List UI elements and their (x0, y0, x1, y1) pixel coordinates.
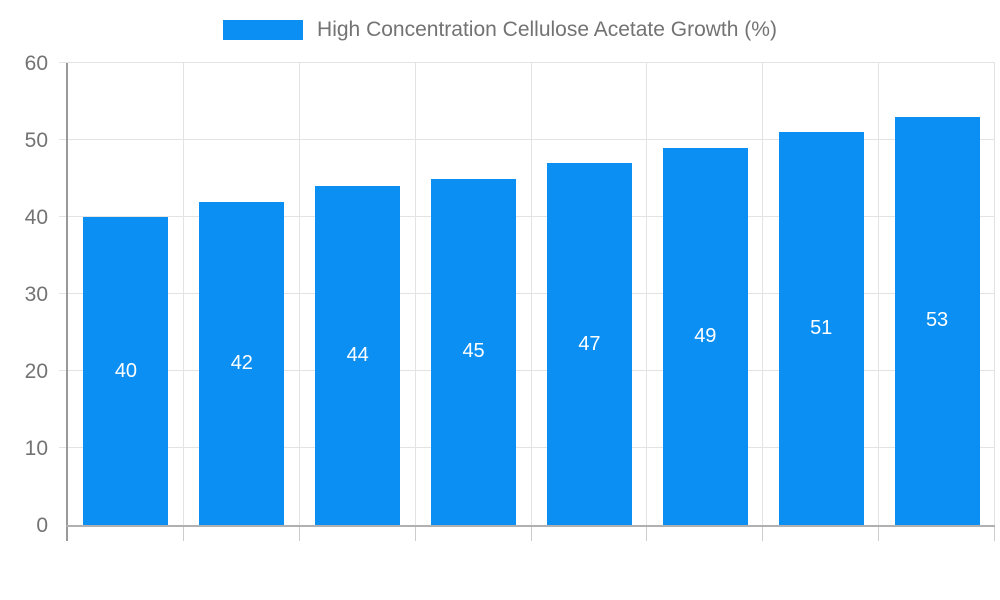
x-axis-line (66, 525, 995, 527)
y-axis-tick-label: 20 (24, 360, 48, 383)
y-axis-tick-label: 30 (24, 283, 48, 306)
bar-value-label: 47 (578, 332, 601, 355)
legend-label: High Concentration Cellulose Acetate Gro… (317, 18, 777, 41)
legend[interactable]: High Concentration Cellulose Acetate Gro… (0, 18, 1000, 42)
y-axis-line (66, 63, 68, 541)
bar-value-label: 51 (810, 317, 833, 340)
bar-value-label: 40 (114, 359, 138, 382)
y-axis-tick-label: 40 (24, 206, 48, 229)
bar[interactable]: 47 (546, 163, 632, 525)
bar[interactable]: 53 (894, 116, 980, 525)
y-axis-tick-label: 60 (24, 52, 48, 75)
x-axis-tick (182, 525, 184, 541)
x-axis-tick (414, 525, 416, 541)
x-axis-tick (298, 525, 300, 541)
bar[interactable]: 51 (778, 132, 864, 525)
gridline-horizontal (59, 447, 995, 448)
x-axis-tick (994, 525, 995, 541)
gridline-horizontal (59, 293, 995, 294)
plot-area: 010203040506040424445474951532025-202620… (25, 53, 995, 600)
bar[interactable]: 45 (431, 178, 517, 525)
gridline-vertical (646, 63, 648, 525)
gridline-vertical (994, 63, 995, 525)
bar[interactable]: 40 (83, 217, 169, 525)
x-axis-tick (762, 525, 764, 541)
y-axis-tick-label: 10 (24, 437, 48, 460)
gridline-vertical (762, 63, 764, 525)
gridline-horizontal (59, 139, 995, 140)
gridline-horizontal (59, 62, 995, 63)
bar[interactable]: 49 (662, 147, 748, 525)
gridline-vertical (298, 63, 300, 525)
y-axis-tick-label: 0 (36, 514, 48, 537)
gridline-vertical (182, 63, 184, 525)
bar-value-label: 53 (925, 309, 949, 332)
bar[interactable]: 44 (315, 186, 401, 525)
legend-swatch (223, 20, 304, 40)
gridline-vertical (878, 63, 880, 525)
y-axis-tick-label: 50 (24, 129, 48, 152)
bar-value-label: 42 (230, 351, 253, 374)
gridline-vertical (530, 63, 532, 525)
bar[interactable]: 42 (199, 201, 285, 525)
gridline-horizontal (59, 370, 995, 371)
bar-value-label: 45 (462, 340, 485, 363)
x-axis-tick (530, 525, 532, 541)
x-axis-tick (878, 525, 880, 541)
x-axis-tick (646, 525, 648, 541)
bar-value-label: 44 (346, 344, 369, 367)
bar-value-label: 49 (694, 324, 717, 347)
gridline-vertical (414, 63, 416, 525)
gridline-horizontal (59, 216, 995, 217)
